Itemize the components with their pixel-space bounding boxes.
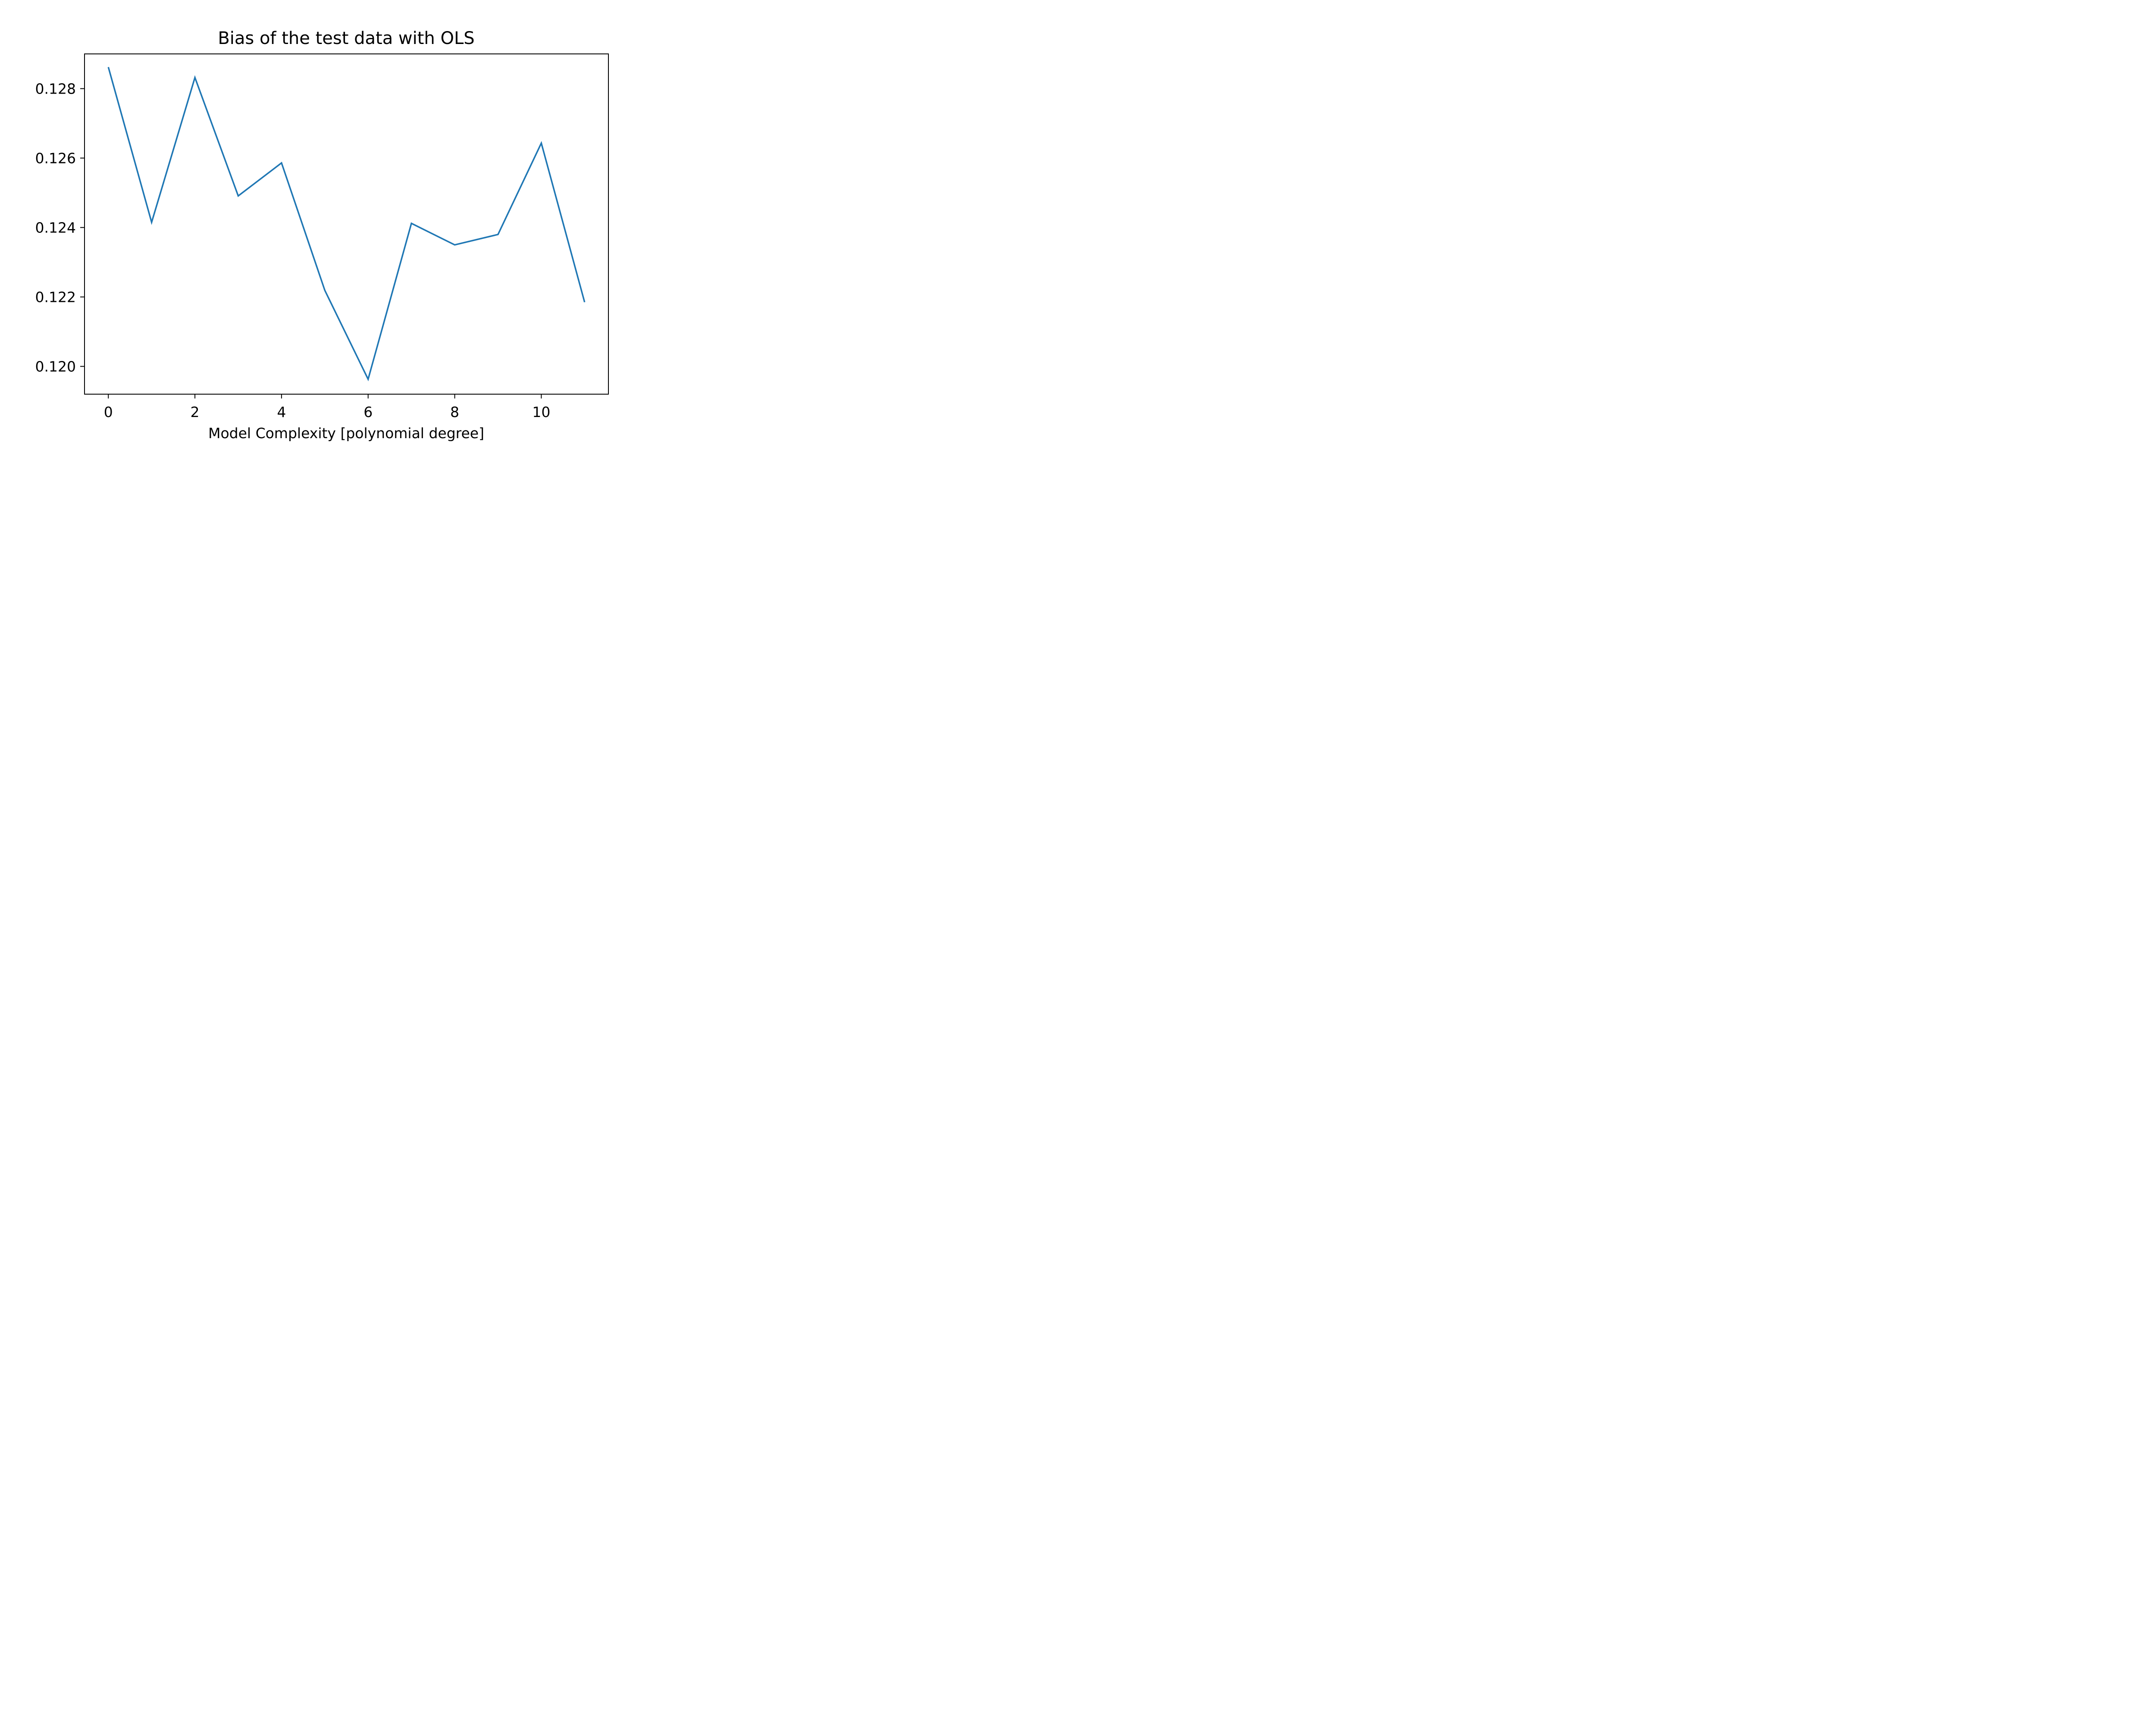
x-tick-label: 8 bbox=[450, 404, 459, 420]
x-tick-label: 6 bbox=[364, 404, 373, 420]
y-tick-label: 0.124 bbox=[35, 220, 76, 236]
x-tick-label: 0 bbox=[104, 404, 113, 420]
x-axis: 0 2 4 6 8 10 bbox=[104, 394, 550, 420]
y-tick-label: 0.120 bbox=[35, 358, 76, 375]
y-tick-label: 0.122 bbox=[35, 289, 76, 306]
y-axis: 0.120 0.122 0.124 0.126 0.128 bbox=[35, 81, 85, 375]
chart-background bbox=[0, 0, 665, 444]
y-tick-label: 0.126 bbox=[35, 150, 76, 167]
x-tick-label: 10 bbox=[532, 404, 550, 420]
chart-title: Bias of the test data with OLS bbox=[218, 28, 474, 48]
y-tick-label: 0.128 bbox=[35, 81, 76, 97]
plot-area bbox=[107, 67, 586, 382]
plot-frame bbox=[84, 53, 609, 395]
x-axis-label: Model Complexity [polynomial degree] bbox=[208, 425, 484, 442]
series-line-0 bbox=[107, 67, 586, 382]
x-tick-label: 2 bbox=[191, 404, 200, 420]
x-tick-label: 4 bbox=[277, 404, 286, 420]
chart: Bias of the test data with OLS 0 2 4 6 8 10 0… bbox=[0, 0, 665, 444]
